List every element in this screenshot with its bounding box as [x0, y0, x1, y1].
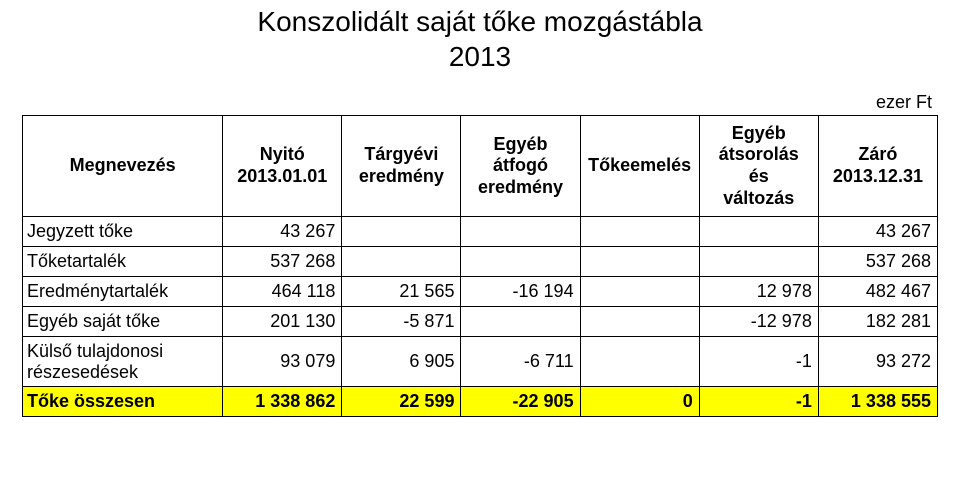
col-header-2: Tárgyévieredmény: [342, 116, 461, 217]
cell: 43 267: [818, 217, 937, 247]
unit-label: ezer Ft: [22, 92, 932, 113]
col-header-5: Egyébátsorolásésváltozás: [699, 116, 818, 217]
table-header-row: MegnevezésNyitó2013.01.01Tárgyévieredmén…: [23, 116, 938, 217]
row-label: Tőke összesen: [23, 387, 223, 417]
cell: 537 268: [818, 247, 937, 277]
cell: -16 194: [461, 277, 580, 307]
col-header-0: Megnevezés: [23, 116, 223, 217]
cell: -5 871: [342, 307, 461, 337]
cell: 93 272: [818, 337, 937, 387]
cell: 537 268: [223, 247, 342, 277]
cell: -12 978: [699, 307, 818, 337]
cell: 43 267: [223, 217, 342, 247]
cell: 464 118: [223, 277, 342, 307]
row-label: Eredménytartalék: [23, 277, 223, 307]
cell: 1 338 555: [818, 387, 937, 417]
cell: [580, 217, 699, 247]
table-body: Jegyzett tőke43 26743 267Tőketartalék537…: [23, 217, 938, 417]
cell: 0: [580, 387, 699, 417]
table-row: Egyéb saját tőke201 130-5 871 -12 978182 …: [23, 307, 938, 337]
cell: [461, 217, 580, 247]
cell: [461, 307, 580, 337]
page-title: Konszolidált saját tőke mozgástábla 2013: [22, 4, 938, 74]
col-header-6: Záró2013.12.31: [818, 116, 937, 217]
cell: 21 565: [342, 277, 461, 307]
row-label: Jegyzett tőke: [23, 217, 223, 247]
cell: [699, 247, 818, 277]
cell: 482 467: [818, 277, 937, 307]
cell: [699, 217, 818, 247]
cell: [580, 277, 699, 307]
cell: -1: [699, 387, 818, 417]
cell: [580, 307, 699, 337]
col-header-1: Nyitó2013.01.01: [223, 116, 342, 217]
table-header: MegnevezésNyitó2013.01.01Tárgyévieredmén…: [23, 116, 938, 217]
equity-table: MegnevezésNyitó2013.01.01Tárgyévieredmén…: [22, 115, 938, 417]
col-header-3: Egyébátfogóeredmény: [461, 116, 580, 217]
cell: [342, 217, 461, 247]
title-line-2: 2013: [449, 41, 511, 72]
cell: -1: [699, 337, 818, 387]
row-label: Külső tulajdonosirészesedések: [23, 337, 223, 387]
cell: 6 905: [342, 337, 461, 387]
title-line-1: Konszolidált saját tőke mozgástábla: [257, 6, 702, 37]
row-label: Tőketartalék: [23, 247, 223, 277]
table-row: Eredménytartalék464 11821 565-16 194 12 9…: [23, 277, 938, 307]
cell: [342, 247, 461, 277]
cell: [461, 247, 580, 277]
cell: 22 599: [342, 387, 461, 417]
cell: 182 281: [818, 307, 937, 337]
cell: 201 130: [223, 307, 342, 337]
table-row: Külső tulajdonosirészesedések93 0796 905…: [23, 337, 938, 387]
table-row: Tőketartalék537 268537 268: [23, 247, 938, 277]
table-total-row: Tőke összesen1 338 86222 599-22 9050-11 …: [23, 387, 938, 417]
cell: 1 338 862: [223, 387, 342, 417]
cell: 12 978: [699, 277, 818, 307]
cell: -22 905: [461, 387, 580, 417]
cell: [580, 247, 699, 277]
cell: 93 079: [223, 337, 342, 387]
col-header-4: Tőkeemelés: [580, 116, 699, 217]
table-row: Jegyzett tőke43 26743 267: [23, 217, 938, 247]
row-label: Egyéb saját tőke: [23, 307, 223, 337]
cell: -6 711: [461, 337, 580, 387]
document-page: Konszolidált saját tőke mozgástábla 2013…: [0, 0, 960, 502]
cell: [580, 337, 699, 387]
